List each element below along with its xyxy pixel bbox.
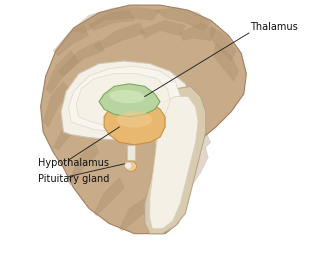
Polygon shape xyxy=(53,25,89,56)
Polygon shape xyxy=(76,74,170,127)
Polygon shape xyxy=(61,61,190,140)
Polygon shape xyxy=(68,142,99,185)
Polygon shape xyxy=(180,23,216,41)
Polygon shape xyxy=(185,132,211,163)
Polygon shape xyxy=(59,41,104,76)
Polygon shape xyxy=(150,97,198,229)
Polygon shape xyxy=(68,66,180,132)
Text: Thalamus: Thalamus xyxy=(250,22,298,32)
Polygon shape xyxy=(94,178,124,216)
Text: Pituitary gland: Pituitary gland xyxy=(38,174,109,184)
Polygon shape xyxy=(119,198,150,231)
Polygon shape xyxy=(68,66,99,107)
Text: Hypothalamus: Hypothalamus xyxy=(38,157,109,168)
Polygon shape xyxy=(145,86,206,234)
Polygon shape xyxy=(211,25,236,61)
Polygon shape xyxy=(43,81,71,127)
Polygon shape xyxy=(46,51,79,94)
Polygon shape xyxy=(71,8,160,33)
Polygon shape xyxy=(140,20,185,38)
Ellipse shape xyxy=(109,90,145,103)
Ellipse shape xyxy=(125,161,137,171)
Polygon shape xyxy=(104,97,165,145)
Polygon shape xyxy=(41,5,246,234)
Polygon shape xyxy=(155,8,211,30)
Polygon shape xyxy=(190,147,208,188)
Ellipse shape xyxy=(125,162,132,169)
Polygon shape xyxy=(99,84,160,117)
Polygon shape xyxy=(213,43,239,81)
Polygon shape xyxy=(94,23,145,51)
Polygon shape xyxy=(89,10,135,30)
Ellipse shape xyxy=(117,111,152,128)
Polygon shape xyxy=(127,145,135,160)
Polygon shape xyxy=(53,112,84,150)
